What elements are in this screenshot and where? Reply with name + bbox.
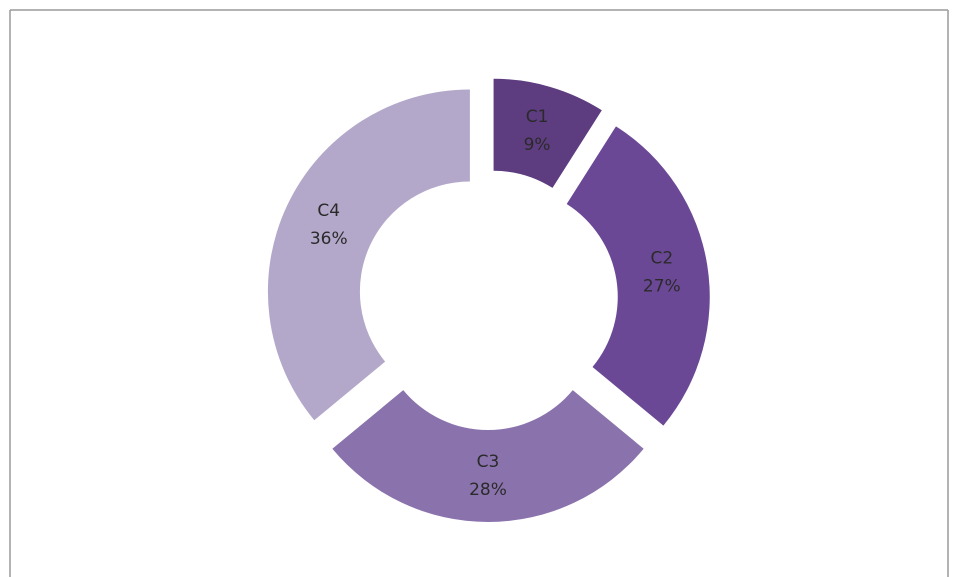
donut-slice <box>493 78 602 188</box>
slice-value-label: 9% <box>524 135 551 155</box>
slice-value-label: 27% <box>643 276 681 296</box>
slice-value-label: 36% <box>310 229 348 249</box>
slice-category-label: C4 <box>317 201 340 221</box>
slice-category-label: C2 <box>650 248 673 268</box>
slice-value-label: 28% <box>469 480 507 500</box>
donut-slice <box>267 89 470 421</box>
slice-category-label: C1 <box>526 107 549 127</box>
donut-slice <box>332 390 644 522</box>
donut-slice <box>566 126 710 426</box>
slice-category-label: C3 <box>477 452 500 472</box>
